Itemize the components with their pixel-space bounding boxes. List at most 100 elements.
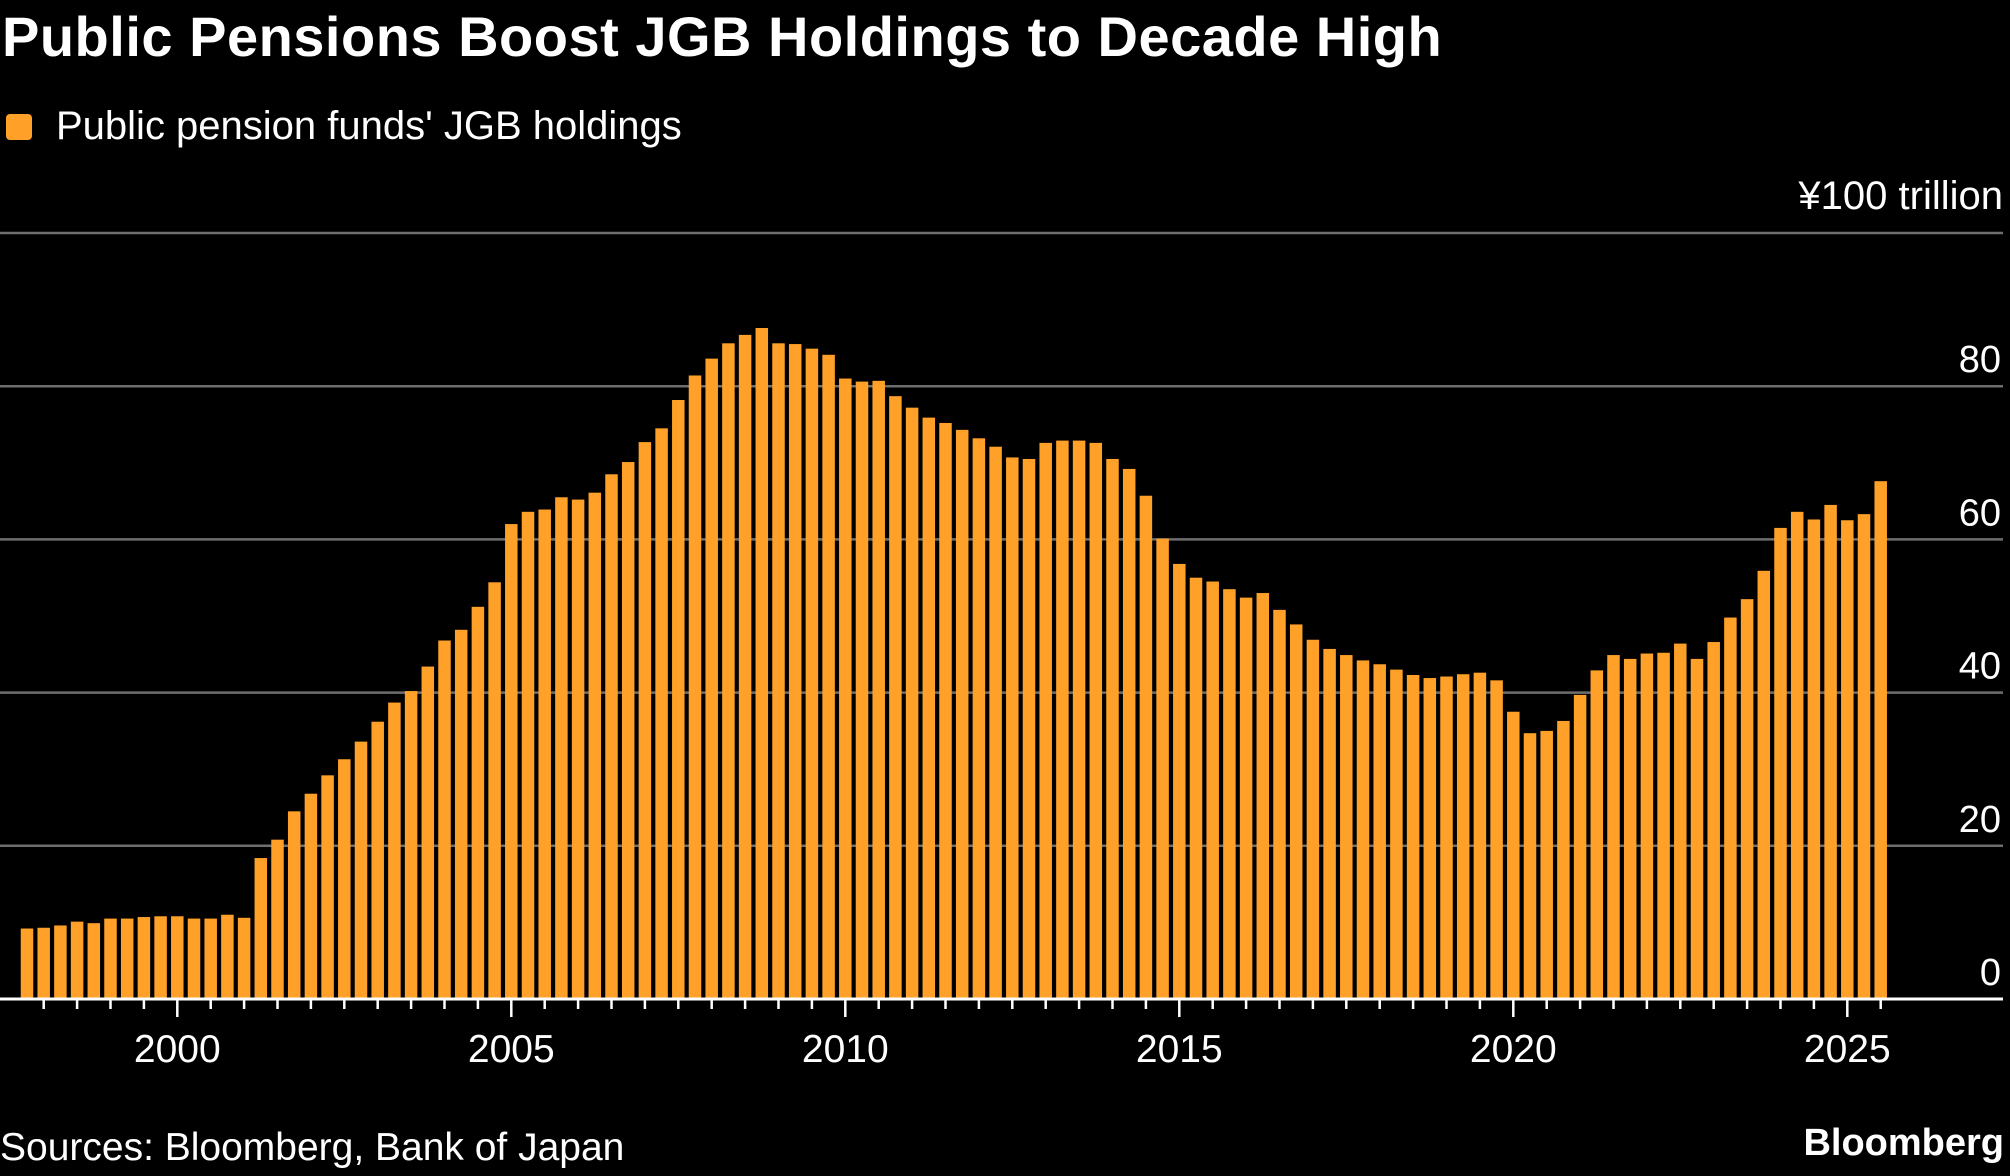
- bar: [154, 916, 167, 999]
- bar: [321, 775, 334, 999]
- bar: [605, 474, 618, 999]
- bar: [87, 923, 101, 999]
- bar: [905, 407, 919, 999]
- bar: [120, 918, 134, 999]
- bar: [1189, 577, 1203, 999]
- bar: [755, 327, 769, 999]
- legend-label: Public pension funds' JGB holdings: [56, 104, 682, 148]
- bar: [404, 691, 418, 999]
- bar: [1874, 481, 1887, 1000]
- bar: [922, 417, 936, 1000]
- y-tick-label: 20: [1959, 799, 2001, 841]
- bar: [254, 858, 268, 999]
- bar: [588, 492, 602, 999]
- y-axis-unit-label: ¥100 trillion: [1798, 174, 2003, 218]
- y-tick-label: 60: [1959, 492, 2001, 534]
- bar: [1590, 670, 1604, 999]
- bar: [1156, 538, 1169, 999]
- bar: [688, 375, 702, 999]
- x-tick-label: 2010: [802, 1028, 889, 1071]
- bar: [37, 927, 50, 999]
- bar: [1507, 711, 1520, 999]
- bar: [955, 429, 969, 999]
- bar: [1473, 672, 1487, 999]
- bar: [1006, 457, 1019, 999]
- legend-swatch: [6, 113, 32, 140]
- bar: [1173, 563, 1186, 999]
- bar: [1323, 648, 1336, 999]
- bar: [972, 438, 986, 1000]
- x-tick-label: 2000: [134, 1028, 221, 1071]
- bar: [1623, 658, 1637, 999]
- bar: [454, 629, 468, 999]
- bar: [471, 606, 485, 999]
- bar: [1707, 642, 1720, 999]
- x-tick-label: 2005: [468, 1028, 555, 1071]
- bar: [621, 462, 635, 999]
- bar: [20, 928, 34, 999]
- bar: [1657, 652, 1670, 999]
- bar: [822, 354, 835, 999]
- bar: [1356, 660, 1370, 999]
- bar: [788, 344, 802, 999]
- legend: Public pension funds' JGB holdings: [6, 104, 682, 149]
- bar: [1139, 495, 1153, 999]
- bar: [1807, 519, 1821, 999]
- bar: [722, 343, 735, 1000]
- bar: [939, 422, 952, 999]
- x-tick-label: 2015: [1136, 1028, 1223, 1071]
- bar: [705, 358, 718, 999]
- bar: [54, 925, 67, 999]
- bar: [488, 582, 501, 999]
- bar: [1540, 730, 1553, 999]
- y-tick-label: 40: [1959, 646, 2001, 688]
- bar: [772, 343, 785, 1000]
- bar: [1223, 589, 1236, 999]
- bar: [137, 917, 151, 999]
- bar: [521, 511, 535, 999]
- bar: [1122, 468, 1136, 1000]
- bar: [1406, 674, 1420, 999]
- bar: [571, 499, 585, 999]
- bar: [1724, 617, 1737, 999]
- bar: [1206, 581, 1219, 999]
- bar: [1373, 664, 1386, 999]
- bar: [1089, 442, 1103, 999]
- x-tick-label: 2020: [1470, 1028, 1557, 1071]
- bar: [70, 921, 84, 999]
- bar: [1774, 527, 1787, 999]
- bar: [1740, 599, 1754, 999]
- bar: [872, 380, 885, 999]
- bar: [287, 811, 301, 999]
- bar: [1573, 694, 1587, 999]
- bar: [1490, 680, 1503, 999]
- bar: [555, 497, 568, 999]
- bar: [989, 446, 1002, 999]
- bar: [805, 348, 819, 999]
- bar: [271, 839, 284, 999]
- bar: [304, 793, 318, 999]
- bar: [1857, 514, 1871, 999]
- bar: [1039, 442, 1052, 999]
- source-note: Sources: Bloomberg, Bank of Japan: [0, 1126, 625, 1169]
- bar: [1423, 678, 1437, 999]
- bar: [1056, 440, 1069, 999]
- bar: [338, 759, 351, 999]
- bar: [1273, 609, 1286, 999]
- bar: [1557, 720, 1570, 999]
- bar: [1340, 655, 1353, 999]
- chart-title: Public Pensions Boost JGB Holdings to De…: [2, 5, 1443, 68]
- bar: [638, 442, 652, 999]
- bar: [1289, 624, 1303, 999]
- bar: [855, 381, 869, 999]
- bar: [204, 918, 217, 999]
- bar: [237, 917, 251, 999]
- bar: [1440, 676, 1453, 999]
- bar: [1640, 653, 1654, 999]
- bar: [1306, 639, 1320, 999]
- bar: [221, 914, 234, 999]
- bar: [1607, 655, 1620, 999]
- bar: [1106, 458, 1119, 1000]
- bar: [1390, 669, 1403, 999]
